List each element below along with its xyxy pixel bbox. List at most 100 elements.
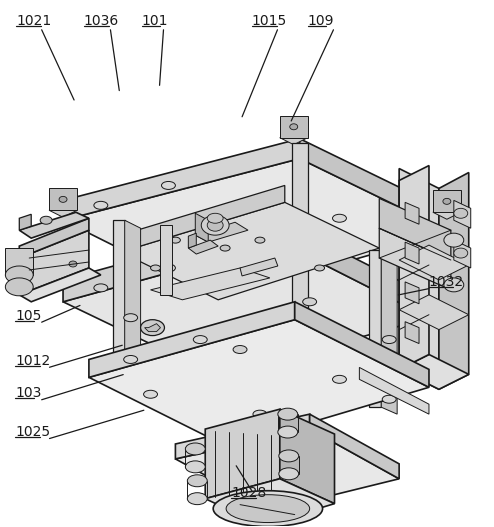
Polygon shape xyxy=(295,302,429,387)
Ellipse shape xyxy=(315,265,325,271)
Polygon shape xyxy=(19,212,89,238)
Text: 1032: 1032 xyxy=(429,276,464,289)
Polygon shape xyxy=(63,242,429,377)
Polygon shape xyxy=(49,189,77,210)
Ellipse shape xyxy=(185,443,205,455)
Ellipse shape xyxy=(162,181,175,189)
Ellipse shape xyxy=(124,314,138,321)
Polygon shape xyxy=(49,203,77,217)
Polygon shape xyxy=(359,367,429,414)
Ellipse shape xyxy=(69,261,77,267)
Polygon shape xyxy=(454,200,471,228)
Ellipse shape xyxy=(443,198,451,204)
Polygon shape xyxy=(113,220,124,365)
Ellipse shape xyxy=(201,215,229,235)
Ellipse shape xyxy=(245,251,259,259)
Polygon shape xyxy=(240,258,278,276)
Polygon shape xyxy=(19,218,89,258)
Polygon shape xyxy=(280,220,429,318)
Polygon shape xyxy=(399,295,469,329)
Ellipse shape xyxy=(59,197,67,202)
Polygon shape xyxy=(280,131,308,145)
Ellipse shape xyxy=(187,475,207,487)
Polygon shape xyxy=(175,429,399,511)
Text: 1036: 1036 xyxy=(84,14,119,28)
Polygon shape xyxy=(89,320,429,447)
Polygon shape xyxy=(188,233,196,248)
Text: 101: 101 xyxy=(142,14,168,28)
Ellipse shape xyxy=(144,391,158,398)
Ellipse shape xyxy=(303,298,317,306)
Ellipse shape xyxy=(40,216,52,224)
Polygon shape xyxy=(145,324,161,331)
Text: 103: 103 xyxy=(15,386,41,401)
Polygon shape xyxy=(405,321,419,344)
Polygon shape xyxy=(310,414,399,479)
Polygon shape xyxy=(89,302,295,377)
Polygon shape xyxy=(161,225,172,295)
Polygon shape xyxy=(370,250,381,407)
Polygon shape xyxy=(454,240,471,268)
Ellipse shape xyxy=(187,493,207,505)
Ellipse shape xyxy=(392,244,406,252)
Polygon shape xyxy=(439,172,469,389)
Ellipse shape xyxy=(444,278,464,292)
Polygon shape xyxy=(292,143,308,310)
Polygon shape xyxy=(399,169,439,389)
Polygon shape xyxy=(433,206,461,219)
Ellipse shape xyxy=(226,495,310,523)
Ellipse shape xyxy=(233,346,247,354)
Ellipse shape xyxy=(170,237,180,243)
Text: 1025: 1025 xyxy=(15,425,50,439)
Polygon shape xyxy=(280,409,334,504)
Polygon shape xyxy=(63,139,300,220)
Ellipse shape xyxy=(382,336,396,344)
Ellipse shape xyxy=(151,265,161,271)
Ellipse shape xyxy=(454,208,468,218)
Polygon shape xyxy=(300,139,451,232)
Polygon shape xyxy=(405,242,419,264)
Polygon shape xyxy=(151,268,270,300)
Polygon shape xyxy=(205,409,280,499)
Polygon shape xyxy=(59,268,87,282)
Ellipse shape xyxy=(193,336,207,344)
Ellipse shape xyxy=(220,245,230,251)
Ellipse shape xyxy=(253,410,267,418)
Polygon shape xyxy=(280,116,308,138)
Ellipse shape xyxy=(207,219,223,231)
Polygon shape xyxy=(379,228,451,290)
Polygon shape xyxy=(188,240,218,254)
Polygon shape xyxy=(195,222,248,242)
Ellipse shape xyxy=(278,408,298,420)
Polygon shape xyxy=(5,248,33,275)
Text: 109: 109 xyxy=(308,14,334,28)
Polygon shape xyxy=(124,220,141,373)
Polygon shape xyxy=(379,198,451,260)
Polygon shape xyxy=(399,245,469,280)
Text: 1012: 1012 xyxy=(15,354,50,368)
Text: 1021: 1021 xyxy=(16,14,51,28)
Ellipse shape xyxy=(332,375,346,383)
Ellipse shape xyxy=(94,201,108,209)
Polygon shape xyxy=(63,159,451,298)
Polygon shape xyxy=(399,165,429,369)
Polygon shape xyxy=(59,253,87,275)
Ellipse shape xyxy=(290,124,298,130)
Ellipse shape xyxy=(382,395,396,403)
Ellipse shape xyxy=(124,356,138,364)
Ellipse shape xyxy=(5,266,33,284)
Ellipse shape xyxy=(444,233,464,247)
Polygon shape xyxy=(399,355,469,389)
Ellipse shape xyxy=(255,237,265,243)
Ellipse shape xyxy=(213,491,323,526)
Ellipse shape xyxy=(124,228,138,236)
Polygon shape xyxy=(205,479,334,525)
Ellipse shape xyxy=(141,320,165,336)
Polygon shape xyxy=(405,202,419,224)
Ellipse shape xyxy=(454,248,468,258)
Text: 1028: 1028 xyxy=(231,486,267,500)
Ellipse shape xyxy=(5,278,33,296)
Polygon shape xyxy=(63,220,280,302)
Polygon shape xyxy=(121,186,285,252)
Polygon shape xyxy=(19,268,101,302)
